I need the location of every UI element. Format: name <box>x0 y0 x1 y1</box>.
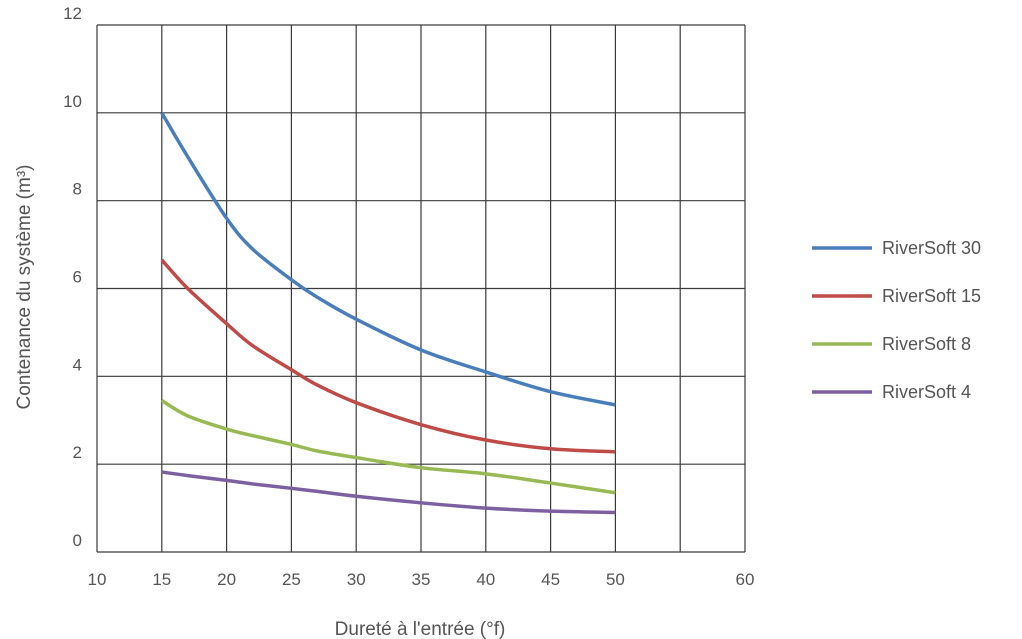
y-tick-label: 2 <box>73 443 82 462</box>
legend-item-label: RiverSoft 30 <box>882 238 981 258</box>
x-tick-label: 45 <box>541 570 560 589</box>
x-tick-label: 35 <box>412 570 431 589</box>
y-tick-label: 8 <box>73 180 82 199</box>
x-tick-label: 40 <box>476 570 495 589</box>
x-tick-label: 50 <box>606 570 625 589</box>
series-line-riversoft-8 <box>160 398 616 495</box>
y-axis-label: Contenance du système (m³) <box>14 165 35 410</box>
x-tick-label: 30 <box>347 570 366 589</box>
y-tick-label: 10 <box>63 92 82 111</box>
legend-item-label: RiverSoft 4 <box>882 382 971 402</box>
x-axis-ticks: 10 15 20 25 30 35 40 45 50 60 <box>88 570 755 589</box>
x-tick-label: 20 <box>217 570 236 589</box>
x-axis-label: Dureté à l'entrée (°f) <box>335 619 506 639</box>
x-tick-label: 10 <box>88 570 107 589</box>
legend-item-label: RiverSoft 15 <box>882 286 981 306</box>
y-tick-label: 12 <box>63 4 82 23</box>
series-line-riversoft-4 <box>161 470 616 515</box>
y-axis-ticks: 0 2 4 6 8 10 12 <box>63 4 82 550</box>
y-tick-label: 6 <box>73 268 82 287</box>
x-tick-label: 15 <box>152 570 171 589</box>
y-tick-label: 4 <box>73 355 82 374</box>
series-line-riversoft-15 <box>160 258 616 454</box>
chart-grid <box>96 24 746 553</box>
legend-item-label: RiverSoft 8 <box>882 334 971 354</box>
x-tick-label: 25 <box>282 570 301 589</box>
legend: RiverSoft 30 RiverSoft 15 RiverSoft 8 River… <box>812 238 981 402</box>
y-tick-label: 0 <box>73 531 82 550</box>
chart-series <box>160 111 616 515</box>
x-tick-label: 60 <box>736 570 755 589</box>
series-line-riversoft-30 <box>160 111 616 407</box>
